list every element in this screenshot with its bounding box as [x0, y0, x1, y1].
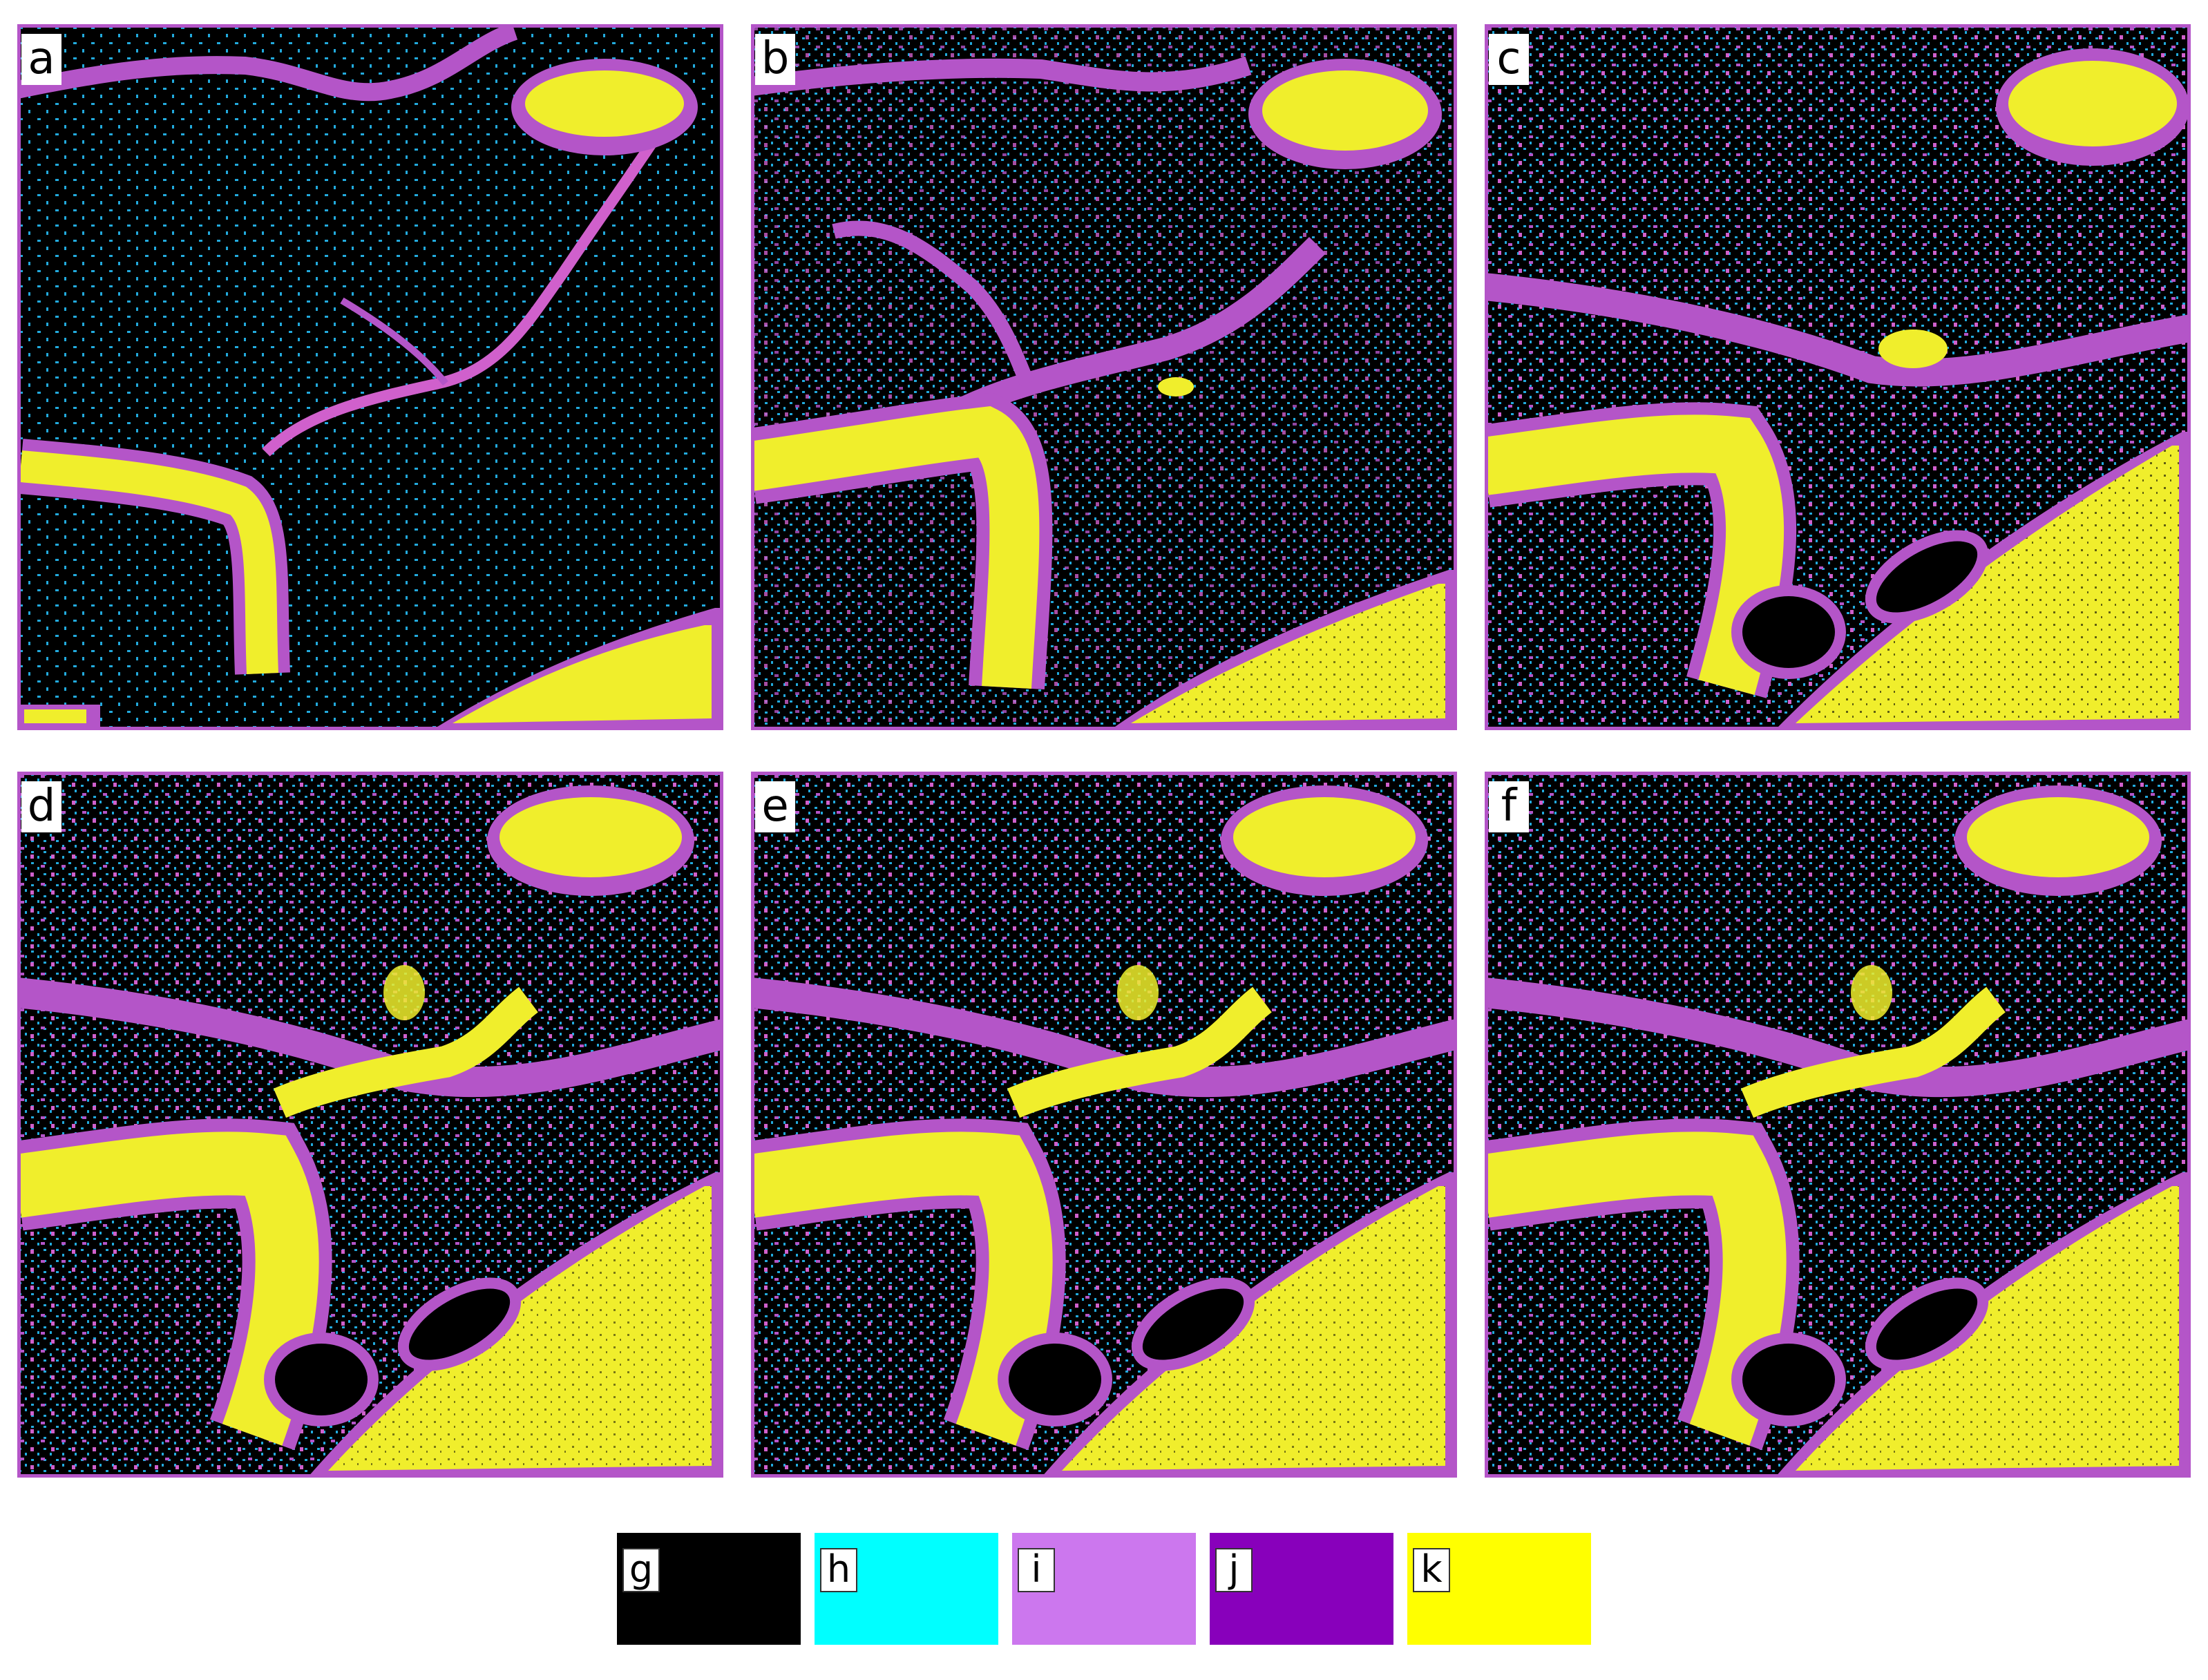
legend-label-j: j: [1215, 1548, 1253, 1592]
map-f-image: [1485, 772, 2191, 1478]
legend-label-k: k: [1413, 1548, 1450, 1592]
panel-label-d: d: [21, 781, 61, 832]
map-panel-b: b: [751, 24, 1457, 730]
legend-label-h: h: [820, 1548, 857, 1592]
legend-swatch-i: i: [1012, 1533, 1196, 1645]
map-d-image: [17, 772, 723, 1478]
legend-swatch-j: j: [1210, 1533, 1393, 1645]
panel-label-c: c: [1489, 34, 1529, 85]
panel-label-a: a: [21, 34, 61, 85]
map-panel-e: e: [751, 772, 1457, 1478]
map-panel-c: c: [1485, 24, 2191, 730]
color-legend: g h i j k: [617, 1533, 1591, 1645]
map-a-image: [17, 24, 723, 730]
panel-label-b: b: [755, 34, 795, 85]
map-b-image: [751, 24, 1457, 730]
map-panel-d: d: [17, 772, 723, 1478]
map-e-image: [751, 772, 1457, 1478]
legend-label-i: i: [1018, 1548, 1055, 1592]
legend-swatch-g: g: [617, 1533, 801, 1645]
map-panel-a: a: [17, 24, 723, 730]
legend-label-g: g: [622, 1548, 660, 1592]
map-c-image: [1485, 24, 2191, 730]
legend-swatch-k: k: [1407, 1533, 1591, 1645]
map-panel-f: f: [1485, 772, 2191, 1478]
panel-label-f: f: [1489, 781, 1529, 832]
panel-label-e: e: [755, 781, 795, 832]
legend-swatch-h: h: [815, 1533, 998, 1645]
